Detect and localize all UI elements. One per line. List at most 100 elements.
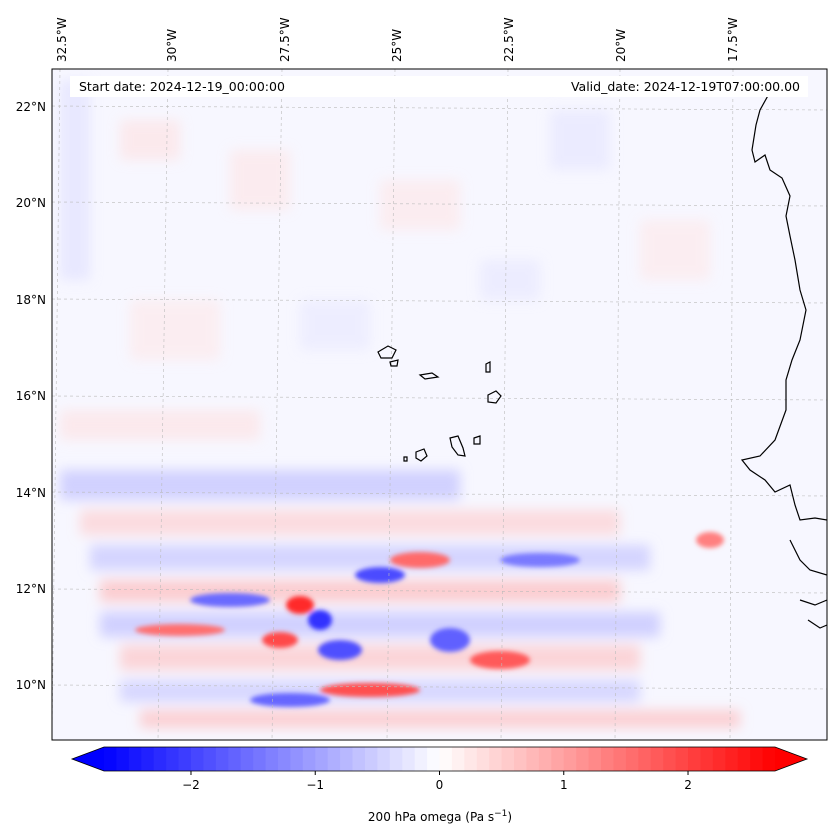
colorbar-segment xyxy=(340,747,354,771)
colorbar-segment xyxy=(240,747,254,771)
colorbar-segment xyxy=(389,747,403,771)
colorbar-segment xyxy=(476,747,490,771)
colorbar-segment xyxy=(215,747,229,771)
colorbar-tick-label: −2 xyxy=(182,778,200,792)
colorbar-segment xyxy=(166,747,180,771)
cape-verde-sao-nicolau xyxy=(418,372,440,380)
coastline xyxy=(377,91,827,629)
colorbar-segment xyxy=(153,747,167,771)
africa-coastline xyxy=(740,91,827,629)
latitude-labels: 22°N 20°N 18°N 16°N 14°N 12°N 10°N xyxy=(16,100,46,692)
colorbar-segment xyxy=(712,747,726,771)
colorbar-segment xyxy=(613,747,627,771)
start-date-label: Start date: 2024-12-19_00:00:00 xyxy=(79,79,285,94)
colorbar-segment xyxy=(277,747,291,771)
colorbar-segment xyxy=(377,747,391,771)
colorbar-segment xyxy=(688,747,702,771)
colorbar-segment xyxy=(625,747,639,771)
lon-label: 22.5°W xyxy=(502,17,516,62)
colorbar-segment xyxy=(451,747,465,771)
colorbar-segment xyxy=(141,747,155,771)
colorbar-segment xyxy=(178,747,192,771)
colorbar-segment xyxy=(489,747,503,771)
colorbar-segment xyxy=(439,747,453,771)
gridlines xyxy=(52,69,827,740)
colorbar-segment xyxy=(352,747,366,771)
colorbar-segment xyxy=(501,747,515,771)
lon-label: 25°W xyxy=(390,29,404,62)
colorbar-segment xyxy=(588,747,602,771)
colorbar-segment xyxy=(601,747,615,771)
colorbar-tick-label: 0 xyxy=(436,778,444,792)
colorbar-segment xyxy=(563,747,577,771)
cape-verde-maio xyxy=(473,435,481,445)
colorbar-segment xyxy=(203,747,217,771)
header-box xyxy=(70,76,808,97)
colorbar-segment xyxy=(762,747,776,771)
colorbar-segment xyxy=(190,747,205,771)
lat-label: 16°N xyxy=(16,389,46,403)
longitude-labels: 32.5°W 30°W 27.5°W 25°W 22.5°W 20°W 17.5… xyxy=(55,17,740,62)
colorbar-segment xyxy=(414,747,428,771)
colorbar-segment xyxy=(514,747,528,771)
cape-verde-sal xyxy=(485,361,491,373)
cape-verde-brava xyxy=(403,456,408,462)
lat-label: 18°N xyxy=(16,293,46,307)
colorbar-segment xyxy=(104,747,118,771)
colorbar-low-extend xyxy=(72,747,104,771)
colorbar-segment xyxy=(128,747,142,771)
colorbar-outline xyxy=(70,746,809,772)
colorbar-segment xyxy=(302,747,316,771)
colorbar: −2 −1 0 1 2 200 hPa omega (Pa s−1) xyxy=(70,746,809,824)
colorbar-tick-label: 1 xyxy=(560,778,568,792)
lon-label: 32.5°W xyxy=(55,17,69,62)
colorbar-high-extend xyxy=(775,747,807,771)
lat-label: 10°N xyxy=(16,678,46,692)
colorbar-segment xyxy=(538,747,552,771)
colorbar-segment xyxy=(265,747,279,771)
colorbar-segment xyxy=(650,747,664,771)
colorbar-segment xyxy=(576,747,590,771)
omega-field xyxy=(52,69,827,740)
map-frame xyxy=(51,68,828,741)
cape-verde-sao-vicente xyxy=(389,359,399,367)
colorbar-segment xyxy=(253,747,267,771)
colorbar-segment xyxy=(327,747,341,771)
colorbar-segment xyxy=(402,747,416,771)
colorbar-segment xyxy=(675,747,689,771)
colorbar-segment xyxy=(725,747,739,771)
colorbar-segment xyxy=(464,747,478,771)
lat-label: 14°N xyxy=(16,486,46,500)
cape-verde-boa-vista xyxy=(487,390,502,404)
lat-label: 20°N xyxy=(16,196,46,210)
colorbar-segments xyxy=(104,747,776,771)
colorbar-segment xyxy=(526,747,540,771)
lon-label: 27.5°W xyxy=(278,17,292,62)
colorbar-segment xyxy=(427,747,441,771)
cape-verde-fogo xyxy=(415,448,428,462)
colorbar-tick-label: −1 xyxy=(306,778,324,792)
colorbar-ticks: −2 −1 0 1 2 xyxy=(182,771,692,792)
colorbar-segment xyxy=(700,747,714,771)
colorbar-segment xyxy=(228,747,242,771)
colorbar-segment xyxy=(638,747,652,771)
lat-label: 12°N xyxy=(16,582,46,596)
colorbar-segment xyxy=(663,747,677,771)
colorbar-segment xyxy=(750,747,764,771)
colorbar-label: 200 hPa omega (Pa s−1) xyxy=(368,809,512,824)
colorbar-segment xyxy=(116,747,130,771)
lon-label: 17.5°W xyxy=(726,17,740,62)
colorbar-segment xyxy=(290,747,304,771)
valid-date-label: Valid_date: 2024-12-19T07:00:00.00 xyxy=(571,79,800,94)
colorbar-segment xyxy=(551,747,565,771)
cape-verde-santiago xyxy=(449,435,466,457)
lon-label: 30°W xyxy=(165,29,179,62)
cape-verde-santo-antao xyxy=(377,345,397,359)
colorbar-tick-label: 2 xyxy=(684,778,692,792)
colorbar-segment xyxy=(737,747,751,771)
lat-label: 22°N xyxy=(16,100,46,114)
colorbar-segment xyxy=(315,747,329,771)
colorbar-segment xyxy=(364,747,378,771)
lon-label: 20°W xyxy=(614,29,628,62)
